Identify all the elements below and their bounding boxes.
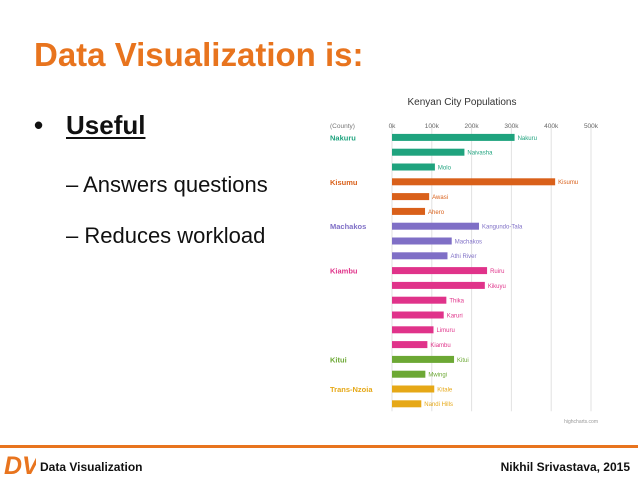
- group-header: (County): [330, 123, 355, 130]
- x-tick-label: 200k: [465, 123, 480, 130]
- subpoint-answers: – Answers questions: [66, 172, 268, 197]
- bullet-text: Useful: [66, 110, 146, 140]
- bar-label: Limuru: [437, 328, 455, 334]
- chart-credit: highcharts.com: [564, 419, 598, 425]
- bar: [392, 193, 430, 201]
- bar-label: Naivasha: [467, 151, 493, 157]
- county-label: Machakos: [330, 222, 366, 231]
- bar-label: Machakos: [455, 239, 482, 245]
- county-label: Kitui: [330, 355, 347, 364]
- dv-logo: DV: [4, 452, 36, 477]
- bar-label: Kiambu: [430, 343, 450, 349]
- bar-label: Athi River: [450, 254, 476, 260]
- bar: [392, 355, 455, 363]
- bar: [392, 222, 479, 230]
- bar: [392, 237, 452, 245]
- footer-author: Nikhil Srivastava, 2015: [500, 460, 630, 474]
- subpoint-workload: – Reduces workload: [66, 223, 266, 248]
- footer-divider: [0, 445, 638, 448]
- bar: [392, 370, 426, 378]
- bar: [392, 207, 426, 215]
- bar-label: Nandi Hills: [424, 402, 453, 408]
- county-label: Kisumu: [330, 178, 358, 187]
- bullet-marker: •: [34, 110, 44, 140]
- bar: [392, 326, 434, 334]
- bar-label: Nakuru: [518, 136, 537, 142]
- bar-label: Kitale: [437, 387, 453, 393]
- chart-title: Kenyan City Populations: [408, 97, 517, 108]
- city-population-chart: Kenyan City Populations (County) 0k 100k 200…: [330, 97, 599, 425]
- bar-label: Kangundo-Tala: [482, 225, 523, 231]
- county-label: Trans-Nzoia: [330, 385, 373, 394]
- bar-label: Awasi: [432, 195, 448, 201]
- footer-course-title: Data Visualization: [40, 460, 143, 474]
- x-tick-label: 500k: [584, 123, 599, 130]
- bar: [392, 163, 435, 171]
- slide-title: Data Visualization is:: [34, 36, 364, 73]
- bar: [392, 341, 428, 349]
- bar: [392, 148, 465, 156]
- bar-label: Kitui: [457, 358, 469, 364]
- bullet-item: • Useful: [34, 110, 145, 141]
- bar-label: Mwingi: [428, 373, 447, 379]
- bar-label: Kikuyu: [488, 284, 506, 290]
- bar-label: Ahero: [428, 210, 445, 216]
- bar: [392, 281, 485, 289]
- bar-label: Thika: [449, 299, 464, 305]
- bar-label: Molo: [438, 165, 452, 171]
- bar: [392, 385, 435, 393]
- bar-label: Karuri: [447, 313, 463, 319]
- bar: [392, 252, 448, 260]
- x-tick-label: 0k: [389, 123, 397, 130]
- county-label: Kiambu: [330, 267, 358, 276]
- x-tick-label: 400k: [544, 123, 559, 130]
- x-tick-label: 300k: [504, 123, 519, 130]
- bar: [392, 296, 447, 304]
- bar-label: Ruiru: [490, 269, 504, 275]
- bar-label: Kisumu: [558, 180, 578, 186]
- bar: [392, 133, 515, 141]
- bar: [392, 400, 422, 408]
- x-tick-label: 100k: [425, 123, 440, 130]
- bar: [392, 267, 488, 275]
- bar: [392, 311, 444, 319]
- county-label: Nakuru: [330, 133, 356, 142]
- svg-text:DV: DV: [4, 452, 36, 477]
- bar: [392, 178, 556, 186]
